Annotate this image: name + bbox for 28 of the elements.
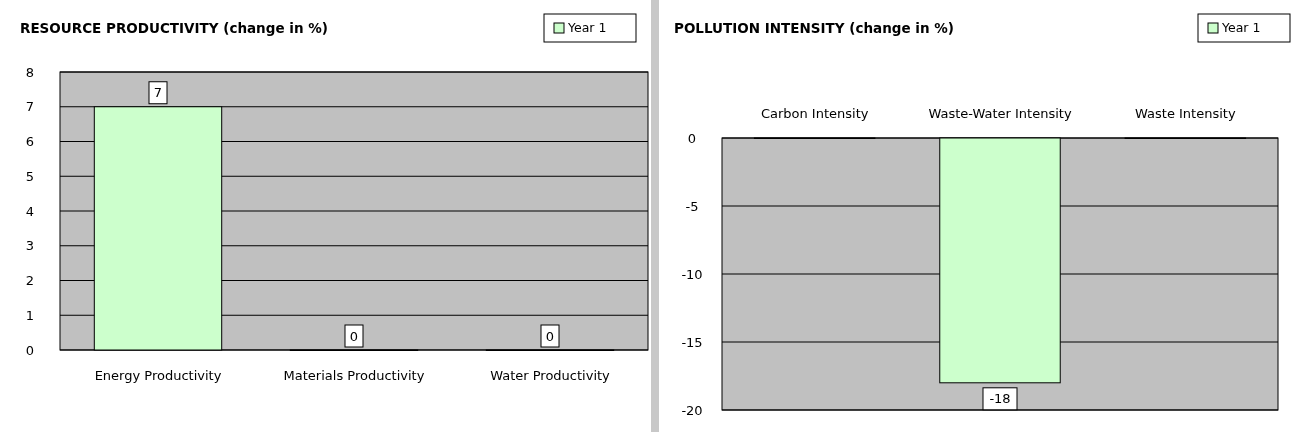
chart-title: RESOURCE PRODUCTIVITY (change in %)	[20, 20, 328, 36]
y-tick-label: 6	[25, 134, 35, 150]
y-tick-label: 4	[25, 203, 35, 219]
y-tick-label: 2	[25, 273, 35, 289]
y-tick-label: 0	[25, 342, 35, 358]
y-tick-label: 7	[25, 99, 35, 115]
y-tick-label: 8	[25, 64, 35, 80]
y-tick-label: -5	[685, 198, 699, 214]
data-label: 7	[153, 85, 163, 101]
x-tick-label: Waste-Water Intensity	[928, 106, 1072, 121]
x-tick-label: Materials Productivity	[283, 368, 425, 383]
y-tick-label: 0	[687, 130, 697, 146]
y-tick-label: 1	[25, 307, 35, 323]
chart-title: POLLUTION INTENSITY (change in %)	[674, 20, 954, 36]
y-tick-label: 3	[25, 238, 35, 254]
data-label: -18	[989, 391, 1011, 407]
y-tick-label: -20	[681, 402, 703, 418]
y-tick-label: 5	[25, 168, 35, 184]
legend-label: Year 1	[567, 20, 607, 36]
x-tick-label: Energy Productivity	[94, 368, 222, 383]
data-label: 0	[545, 328, 555, 344]
x-tick-label: Water Productivity	[490, 368, 611, 383]
y-tick-label: -10	[681, 266, 703, 282]
data-label: 0	[349, 328, 359, 344]
legend-label: Year 1	[1221, 20, 1261, 36]
y-tick-label: -15	[681, 334, 703, 350]
x-tick-label: Carbon Intensity	[760, 106, 869, 121]
x-tick-label: Waste Intensity	[1135, 106, 1236, 121]
